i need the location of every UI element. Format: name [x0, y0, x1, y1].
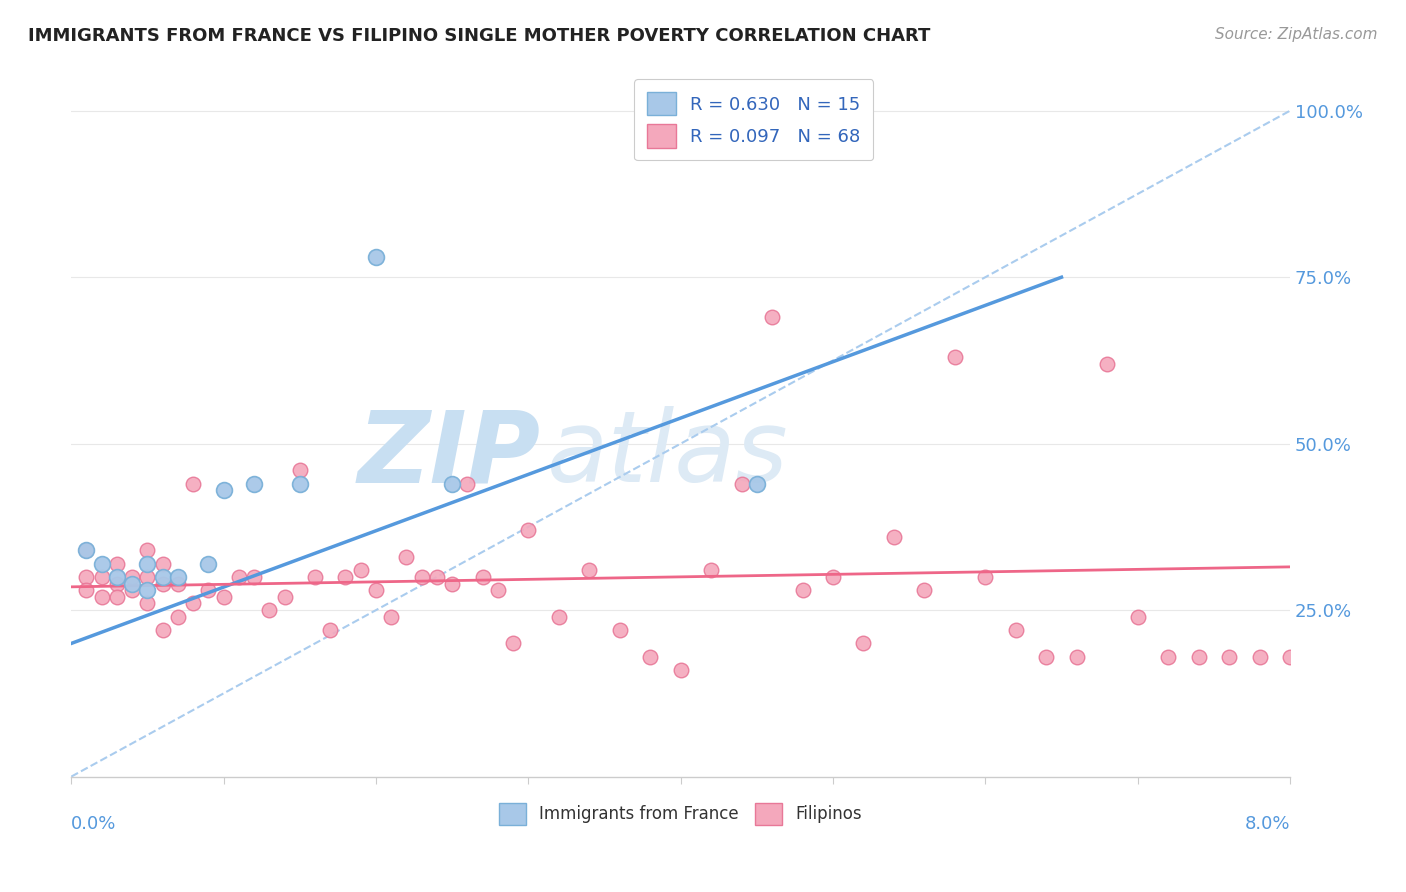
Point — [243, 570, 266, 584]
Point — [471, 570, 494, 584]
Point — [912, 583, 935, 598]
Point — [395, 549, 418, 564]
Point — [105, 576, 128, 591]
Point — [1309, 649, 1331, 664]
Point — [1187, 649, 1209, 664]
Point — [517, 523, 540, 537]
Point — [502, 636, 524, 650]
Point — [745, 476, 768, 491]
Point — [152, 623, 174, 637]
Point — [105, 557, 128, 571]
Point — [883, 530, 905, 544]
Point — [1095, 357, 1118, 371]
Point — [136, 597, 159, 611]
Point — [1066, 649, 1088, 664]
Point — [380, 609, 402, 624]
Point — [364, 583, 387, 598]
Point — [167, 609, 190, 624]
Point — [335, 570, 357, 584]
Point — [167, 570, 190, 584]
Point — [228, 570, 250, 584]
Point — [105, 590, 128, 604]
Point — [456, 476, 478, 491]
Point — [1157, 649, 1180, 664]
Point — [852, 636, 875, 650]
Point — [943, 350, 966, 364]
Point — [821, 570, 844, 584]
Point — [609, 623, 631, 637]
Point — [1279, 649, 1302, 664]
Point — [212, 590, 235, 604]
Point — [304, 570, 326, 584]
Point — [121, 583, 143, 598]
Point — [121, 576, 143, 591]
Point — [319, 623, 342, 637]
Point — [90, 590, 112, 604]
Point — [212, 483, 235, 498]
Point — [364, 250, 387, 264]
Point — [792, 583, 814, 598]
Point — [441, 476, 464, 491]
Point — [76, 543, 98, 558]
Point — [1126, 609, 1149, 624]
Point — [638, 649, 661, 664]
Point — [259, 603, 281, 617]
Point — [1004, 623, 1026, 637]
Point — [197, 583, 219, 598]
Point — [76, 570, 98, 584]
Point — [136, 557, 159, 571]
Point — [152, 570, 174, 584]
Text: Source: ZipAtlas.com: Source: ZipAtlas.com — [1215, 27, 1378, 42]
Point — [288, 463, 311, 477]
Point — [730, 476, 752, 491]
Point — [288, 476, 311, 491]
Text: 8.0%: 8.0% — [1244, 815, 1291, 833]
Point — [90, 557, 112, 571]
Point — [441, 576, 464, 591]
Point — [350, 563, 373, 577]
Point — [273, 590, 295, 604]
Text: 0.0%: 0.0% — [72, 815, 117, 833]
Point — [578, 563, 600, 577]
Point — [76, 583, 98, 598]
Point — [181, 476, 204, 491]
Point — [181, 597, 204, 611]
Point — [136, 570, 159, 584]
Point — [426, 570, 449, 584]
Point — [136, 543, 159, 558]
Point — [152, 576, 174, 591]
Text: IMMIGRANTS FROM FRANCE VS FILIPINO SINGLE MOTHER POVERTY CORRELATION CHART: IMMIGRANTS FROM FRANCE VS FILIPINO SINGL… — [28, 27, 931, 45]
Point — [700, 563, 723, 577]
Point — [411, 570, 433, 584]
Point — [136, 583, 159, 598]
Point — [90, 570, 112, 584]
Point — [76, 543, 98, 558]
Point — [167, 576, 190, 591]
Point — [761, 310, 783, 325]
Point — [152, 557, 174, 571]
Point — [105, 570, 128, 584]
Point — [1249, 649, 1271, 664]
Point — [1035, 649, 1057, 664]
Text: atlas: atlas — [547, 407, 789, 503]
Point — [669, 663, 692, 677]
Text: ZIP: ZIP — [357, 407, 540, 503]
Point — [121, 570, 143, 584]
Point — [974, 570, 997, 584]
Point — [486, 583, 509, 598]
Point — [243, 476, 266, 491]
Point — [197, 557, 219, 571]
Point — [547, 609, 569, 624]
Legend: Immigrants from France, Filipinos: Immigrants from France, Filipinos — [492, 797, 869, 831]
Point — [1218, 649, 1240, 664]
